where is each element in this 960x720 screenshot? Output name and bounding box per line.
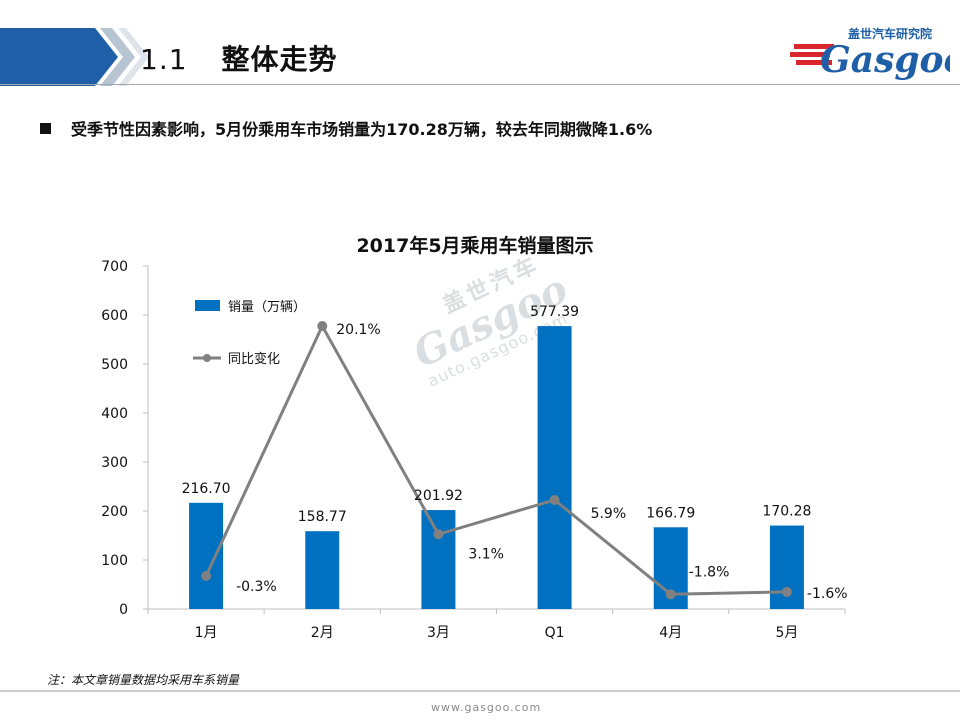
y-tick-label: 600 [101,308,128,324]
section-title-text: 整体走势 [221,43,338,76]
yoy-point [317,321,328,332]
yoy-point [201,570,212,581]
bar-value-label: 166.79 [646,505,695,521]
summary-bullet: 受季节性因素影响，5月份乘用车市场销量为170.28万辆，较去年同期微降1.6% [40,116,652,140]
y-tick-label: 100 [101,553,128,569]
yoy-value-label: 3.1% [468,546,504,562]
yoy-value-label: -0.3% [236,579,277,595]
bar [305,531,340,609]
yoy-line [204,322,787,596]
yoy-value-label: -1.8% [689,564,730,580]
header-accent-band [0,28,149,86]
footnote: 注：本文章销量数据均采用车系销量 [47,673,240,687]
footer-url: www.gasgoo.com [431,701,542,714]
yoy-point [549,494,560,505]
bar-value-label: 170.28 [762,504,811,520]
gasgoo-logo: Gasgoo 盖世汽车研究院 [790,18,960,81]
x-tick-label: 3月 [427,625,450,641]
x-tick-label: 4月 [659,625,682,641]
y-tick-label: 700 [101,259,128,275]
y-tick-label: 0 [119,602,128,618]
bar [189,502,224,609]
legend-line-label: 同比变化 [228,351,280,367]
yoy-value-label: 20.1% [336,322,380,338]
bar-value-label: 201.92 [414,488,463,504]
yoy-value-label: 5.9% [591,506,627,522]
yoy-value-label: -1.6% [807,586,848,602]
bullet-square-icon [40,123,51,134]
logo-cn: 盖世汽车研究院 [848,26,932,41]
logo-en: Gasgoo [820,39,950,80]
section-number: 1.1 [140,43,188,76]
legend-bar-label: 销量（万辆） [228,300,306,315]
bar-value-label: 577.39 [530,304,579,320]
x-tick-label: 1月 [195,625,218,641]
yoy-point [433,529,444,540]
x-tick-label: Q1 [545,625,565,641]
y-tick-label: 200 [101,504,128,520]
gasgoo-logo-mark: Gasgoo 盖世汽车研究院 [790,26,960,81]
x-tick-label: 2月 [311,625,334,641]
x-tick-label: 5月 [775,625,798,641]
yoy-point [665,589,676,600]
y-tick-label: 400 [101,406,128,422]
summary-text: 受季节性因素影响，5月份乘用车市场销量为170.28万辆，较去年同期微降1.6% [71,120,653,139]
header-divider [0,84,960,85]
bar-value-label: 216.70 [182,481,231,497]
legend-line-marker [203,354,211,362]
page-title: 1.1 整体走势 [140,38,338,78]
y-tick-label: 300 [101,455,128,471]
footer-divider [0,690,960,692]
bar [537,326,572,609]
bar [421,510,456,609]
bar-value-label: 158.77 [298,509,347,525]
y-tick-label: 500 [101,357,128,373]
yoy-point [781,586,792,597]
chart-title: 2017年5月乘用车销量图示 [356,234,593,257]
legend-bar-swatch [195,300,220,311]
